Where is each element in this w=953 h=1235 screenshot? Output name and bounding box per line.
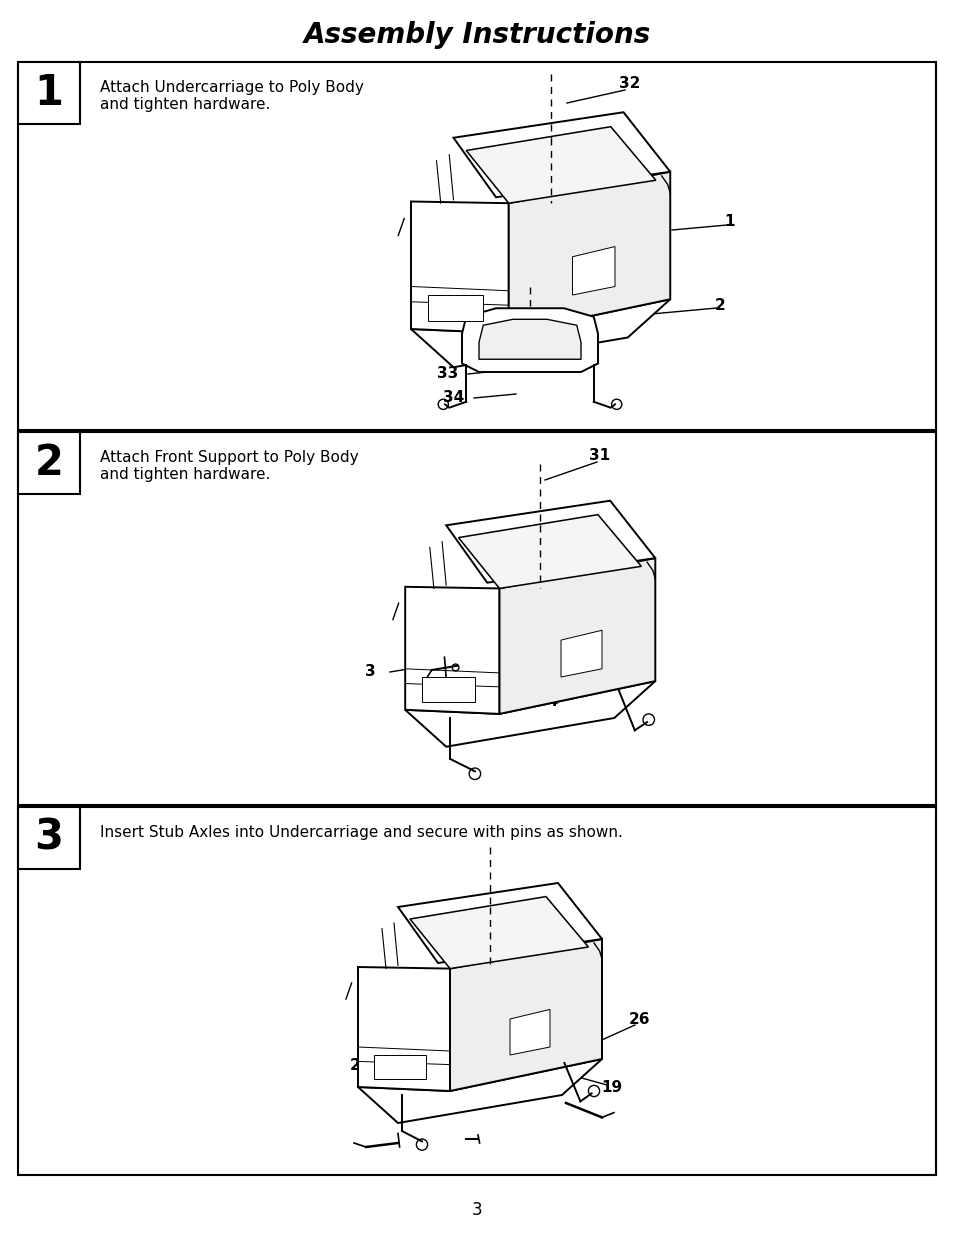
Polygon shape <box>357 1058 601 1123</box>
Text: 31: 31 <box>589 447 610 462</box>
Polygon shape <box>397 883 601 963</box>
Text: Attach Undercarriage to Poly Body
and tighten hardware.: Attach Undercarriage to Poly Body and ti… <box>100 80 363 112</box>
Polygon shape <box>508 172 670 333</box>
Bar <box>18 432 935 805</box>
Polygon shape <box>466 127 655 204</box>
Polygon shape <box>478 320 580 359</box>
Text: 1: 1 <box>724 215 735 230</box>
Text: 26: 26 <box>629 1013 650 1028</box>
Polygon shape <box>572 247 615 295</box>
Text: 3: 3 <box>364 664 375 679</box>
Text: 33: 33 <box>436 367 458 382</box>
Text: 25: 25 <box>349 1057 371 1072</box>
Text: 33: 33 <box>566 668 587 683</box>
Polygon shape <box>450 939 601 1091</box>
Polygon shape <box>461 309 598 372</box>
Text: 3: 3 <box>471 1200 482 1219</box>
Polygon shape <box>357 967 450 1091</box>
Polygon shape <box>421 677 475 701</box>
Bar <box>18 806 80 869</box>
Text: 2: 2 <box>34 442 63 484</box>
Text: 32: 32 <box>618 75 640 90</box>
Polygon shape <box>499 558 655 714</box>
Polygon shape <box>374 1055 426 1079</box>
Text: Assembly Instructions: Assembly Instructions <box>303 21 650 49</box>
Bar <box>18 806 935 1174</box>
Text: Insert Stub Axles into Undercarriage and secure with pins as shown.: Insert Stub Axles into Undercarriage and… <box>100 825 622 840</box>
Polygon shape <box>560 630 601 677</box>
Text: 2: 2 <box>714 298 724 312</box>
Bar <box>18 432 80 494</box>
Polygon shape <box>410 897 588 968</box>
Polygon shape <box>510 1009 550 1055</box>
Bar <box>18 62 935 430</box>
Polygon shape <box>411 201 508 333</box>
Bar <box>18 62 80 124</box>
Polygon shape <box>458 515 640 588</box>
Polygon shape <box>428 295 483 321</box>
Text: 34: 34 <box>537 694 558 709</box>
Polygon shape <box>405 680 655 747</box>
Text: 19: 19 <box>600 1081 622 1095</box>
Text: 1: 1 <box>34 72 64 114</box>
Polygon shape <box>411 299 670 367</box>
Polygon shape <box>453 112 670 198</box>
Text: 3: 3 <box>34 818 64 860</box>
Polygon shape <box>405 587 499 714</box>
Text: 34: 34 <box>443 390 464 405</box>
Text: Attach Front Support to Poly Body
and tighten hardware.: Attach Front Support to Poly Body and ti… <box>100 450 358 483</box>
Polygon shape <box>446 500 655 583</box>
